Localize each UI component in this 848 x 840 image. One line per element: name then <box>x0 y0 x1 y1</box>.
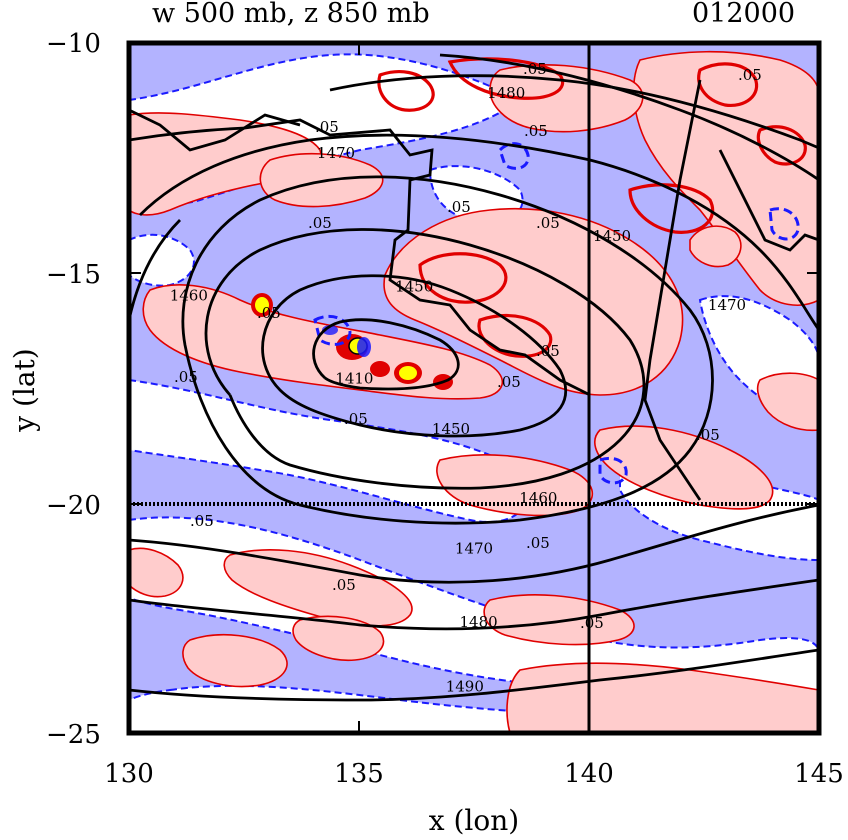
y-tick-label: −25 <box>46 720 101 750</box>
axis-ticks <box>129 43 819 733</box>
x-tick-label: 130 <box>104 759 154 789</box>
height-contour-label: 1460 <box>170 287 208 305</box>
w-label: .05 <box>497 373 521 391</box>
height-contour-label: 1450 <box>593 227 631 245</box>
height-contour-label: 1470 <box>708 296 746 314</box>
strong-downward-contours <box>313 142 800 485</box>
height-contour-label: 1480 <box>460 613 498 631</box>
x-tick-label: 140 <box>564 759 614 789</box>
w-label: .05 <box>738 66 762 84</box>
w-label: .05 <box>696 426 720 444</box>
w-contour-labels: .05 .05 .05 .05 .05 .05 .05 .05 .05 .05 … <box>174 60 762 632</box>
w-label: .05 <box>580 614 604 632</box>
plot-frame <box>126 40 822 736</box>
height-contours <box>129 53 819 702</box>
w-label: .05 <box>174 368 198 386</box>
w-label: .05 <box>308 214 332 232</box>
w-label: .05 <box>190 512 214 530</box>
plot-timestamp: 012000 <box>692 0 795 29</box>
height-contour-label: 1450 <box>395 277 433 295</box>
w-label: .05 <box>344 410 368 428</box>
height-contour-label: 1460 <box>519 489 557 507</box>
y-tick-label: −10 <box>46 29 101 59</box>
w-label: .05 <box>536 214 560 232</box>
w-label: .05 <box>524 122 548 140</box>
height-contour-label: 1470 <box>455 540 493 558</box>
y-tick-label: −15 <box>46 260 101 290</box>
strong-upward-cores <box>251 293 453 390</box>
height-contour-labels: 1410 1450 1460 1470 1480 1490 1450 1460 1470 1480… <box>170 84 746 696</box>
height-contour-label: 1410 <box>335 369 373 387</box>
height-contour-label: 1490 <box>446 678 484 696</box>
height-contour-label: 1480 <box>487 84 525 102</box>
x-tick-label: 145 <box>794 759 844 789</box>
x-axis-title: x (lon) <box>429 804 519 837</box>
y-axis-title: y (lat) <box>8 348 41 432</box>
w-label: .05 <box>536 342 560 360</box>
map-area: .05 .05 .05 .05 .05 .05 .05 .05 .05 .05 … <box>129 43 819 733</box>
height-contour-label: 1470 <box>317 144 355 162</box>
w-label: .05 <box>332 576 356 594</box>
w-label: .05 <box>523 60 547 78</box>
w-label: .05 <box>315 118 339 136</box>
x-tick-label: 135 <box>334 759 384 789</box>
height-contour-label: 1450 <box>432 420 470 438</box>
plot-title: w 500 mb, z 850 mb <box>152 0 430 29</box>
w-label: .05 <box>447 198 471 216</box>
y-tick-label: −20 <box>46 491 101 521</box>
w-label: .05 <box>526 534 550 552</box>
w-label: .05 <box>257 304 281 322</box>
